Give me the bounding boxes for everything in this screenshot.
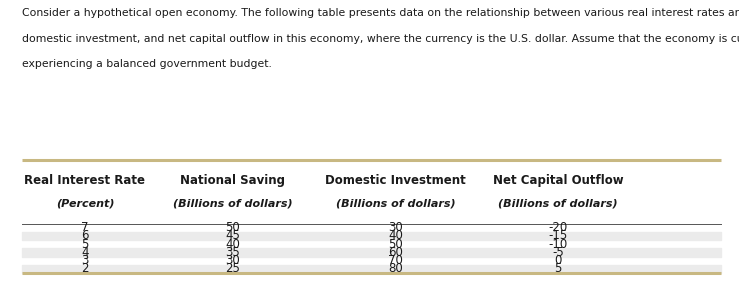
Text: Real Interest Rate: Real Interest Rate (24, 174, 146, 187)
Text: domestic investment, and net capital outflow in this economy, where the currency: domestic investment, and net capital out… (22, 34, 739, 44)
Text: 30: 30 (225, 254, 240, 267)
Text: 5: 5 (81, 238, 89, 251)
Text: 45: 45 (225, 230, 240, 243)
Text: (Billions of dollars): (Billions of dollars) (498, 198, 618, 208)
Text: 4: 4 (81, 246, 89, 259)
Text: Net Capital Outflow: Net Capital Outflow (493, 174, 623, 187)
Text: 50: 50 (225, 221, 240, 234)
Text: -15: -15 (548, 230, 568, 243)
Text: -10: -10 (548, 238, 568, 251)
Text: experiencing a balanced government budget.: experiencing a balanced government budge… (22, 59, 272, 69)
Text: (Percent): (Percent) (55, 198, 115, 208)
Text: Domestic Investment: Domestic Investment (325, 174, 466, 187)
Text: 60: 60 (388, 246, 403, 259)
Text: 6: 6 (81, 230, 89, 243)
Text: 40: 40 (388, 230, 403, 243)
Text: 35: 35 (225, 246, 240, 259)
Text: 5: 5 (554, 262, 562, 275)
Text: 25: 25 (225, 262, 240, 275)
Text: 70: 70 (388, 254, 403, 267)
Text: Consider a hypothetical open economy. The following table presents data on the r: Consider a hypothetical open economy. Th… (22, 8, 739, 18)
Text: (Billions of dollars): (Billions of dollars) (173, 198, 293, 208)
Text: National Saving: National Saving (180, 174, 285, 187)
Text: (Billions of dollars): (Billions of dollars) (336, 198, 455, 208)
Bar (22, 265, 721, 273)
Text: 30: 30 (388, 221, 403, 234)
Text: 40: 40 (225, 238, 240, 251)
Text: -5: -5 (552, 246, 564, 259)
Bar (22, 248, 721, 257)
Text: 7: 7 (81, 221, 89, 234)
Text: 2: 2 (81, 262, 89, 275)
Text: 3: 3 (81, 254, 89, 267)
Bar (22, 232, 721, 240)
Text: -20: -20 (548, 221, 568, 234)
Text: 80: 80 (388, 262, 403, 275)
Text: 50: 50 (388, 238, 403, 251)
Text: 0: 0 (554, 254, 562, 267)
